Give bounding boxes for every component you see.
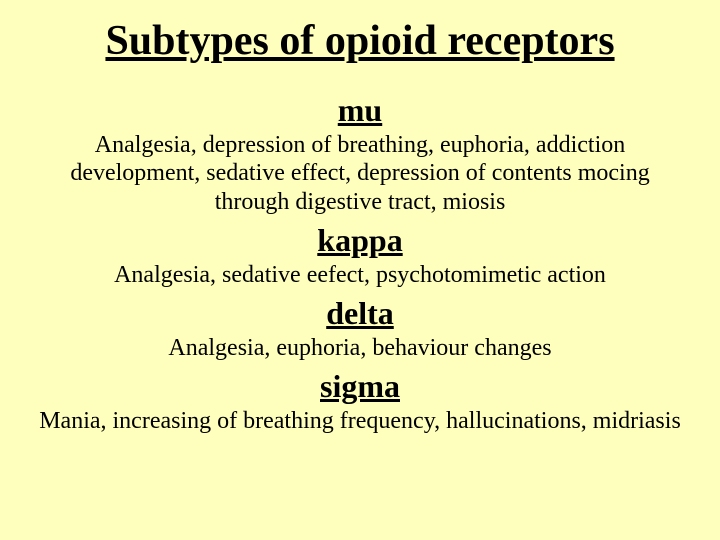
section-heading-sigma: sigma xyxy=(30,368,690,405)
section-body-kappa: Analgesia, sedative eefect, psychotomime… xyxy=(30,261,690,289)
slide-title: Subtypes of opioid receptors xyxy=(30,18,690,64)
section-heading-delta: delta xyxy=(30,295,690,332)
slide: Subtypes of opioid receptors mu Analgesi… xyxy=(0,0,720,540)
section-body-sigma: Mania, increasing of breathing frequency… xyxy=(30,407,690,435)
section-body-mu: Analgesia, depression of breathing, euph… xyxy=(30,131,690,216)
section-heading-mu: mu xyxy=(30,92,690,129)
section-body-delta: Analgesia, euphoria, behaviour changes xyxy=(30,334,690,362)
section-heading-kappa: kappa xyxy=(30,222,690,259)
